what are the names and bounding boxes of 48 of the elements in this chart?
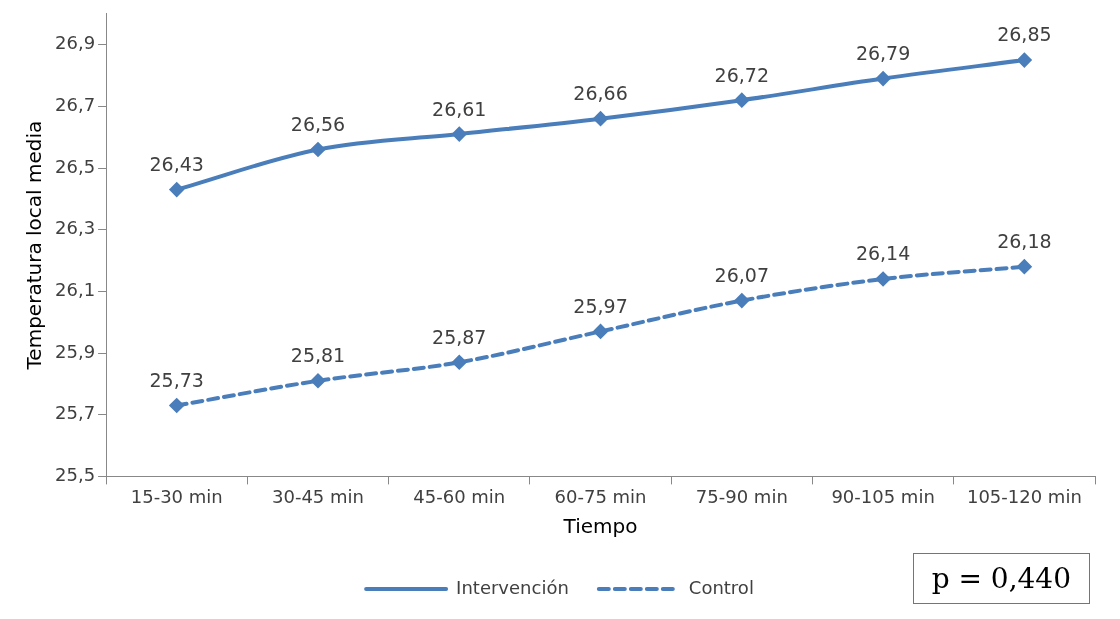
x-tick-label: 15-30 min — [130, 485, 223, 507]
data-label: 26,07 — [714, 264, 770, 287]
x-tick-label: 90-105 min — [831, 485, 935, 507]
data-label: 26,72 — [714, 63, 770, 86]
text: p = 0,440 — [912, 553, 1090, 604]
data-label: 25,97 — [573, 294, 628, 317]
data-label: 26,61 — [432, 97, 487, 120]
point — [593, 111, 608, 126]
point — [310, 142, 325, 157]
x-tick-label: 45-60 min — [413, 485, 506, 507]
y-tick-label: 25,9 — [55, 340, 96, 362]
y-tick-label: 26,9 — [55, 32, 96, 54]
point — [169, 398, 184, 413]
y-tick-label: 26,1 — [55, 279, 96, 301]
legend-label: Control — [688, 576, 754, 598]
point — [876, 71, 891, 86]
data-label: 26,43 — [149, 153, 204, 176]
point — [1017, 259, 1032, 274]
data-label: 26,18 — [997, 230, 1052, 253]
y-tick-label: 26,5 — [55, 155, 96, 177]
data-label: 26,85 — [997, 23, 1052, 46]
y-tick-label: 26,7 — [55, 93, 96, 115]
point — [169, 182, 184, 197]
point — [452, 127, 467, 142]
point — [734, 93, 749, 108]
data-label: 26,14 — [855, 242, 911, 265]
point — [1017, 53, 1032, 68]
data-label: 26,79 — [855, 42, 911, 64]
legend-label: Intervención — [456, 576, 569, 598]
x-tick-label: 105-120 min — [966, 485, 1082, 507]
data-label: 25,87 — [432, 325, 487, 348]
x-axis-title: Tiempo — [562, 514, 638, 539]
y-tick-label: 25,7 — [55, 402, 96, 424]
data-label: 26,66 — [573, 82, 628, 105]
y-tick-label: 26,3 — [55, 217, 96, 239]
y-tick-label: 25,5 — [55, 464, 96, 486]
y-axis-title: Temperatura local media — [22, 120, 47, 371]
data-label: 25,73 — [149, 368, 204, 391]
data-label: 26,56 — [290, 112, 346, 135]
data-label: 25,81 — [290, 344, 346, 367]
point — [876, 272, 891, 287]
point — [734, 293, 749, 308]
x-tick-label: 75-90 min — [695, 485, 788, 507]
x-tick-label: 30-45 min — [272, 485, 364, 507]
x-tick-label: 60-75 min — [554, 485, 647, 507]
point — [593, 324, 608, 339]
point — [310, 373, 325, 388]
point — [452, 355, 467, 370]
